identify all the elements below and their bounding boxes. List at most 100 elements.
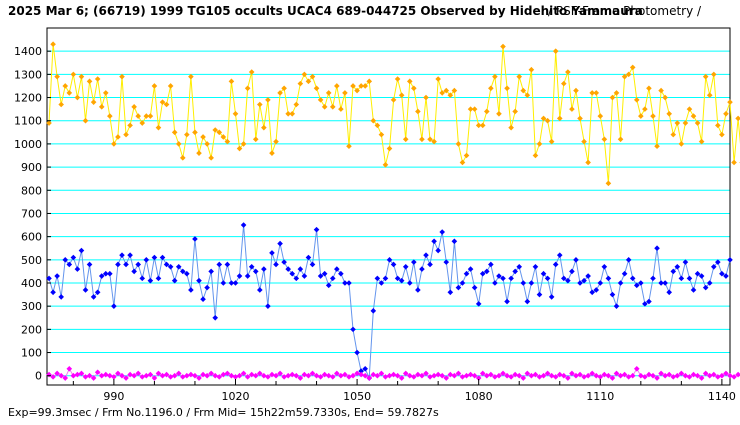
target-point: [455, 284, 462, 291]
target-point: [78, 247, 85, 254]
comparison-point: [427, 136, 433, 143]
background-point: [540, 372, 547, 379]
comparison-point: [715, 122, 721, 129]
x-tick-label: 1080: [465, 390, 493, 403]
target-point: [277, 240, 283, 247]
background-point: [98, 372, 105, 379]
comparison-point: [475, 122, 482, 129]
target-point: [706, 280, 713, 286]
target-point: [62, 257, 69, 263]
target-point: [508, 275, 514, 282]
background-point: [192, 372, 198, 379]
comparison-point: [147, 113, 154, 119]
target-point: [427, 261, 433, 268]
comparison-point: [492, 73, 498, 80]
target-point: [54, 273, 60, 279]
target-point: [317, 273, 324, 279]
background-point: [597, 374, 604, 380]
target-point: [358, 368, 364, 374]
background-point: [694, 372, 701, 379]
target-point: [431, 238, 437, 245]
comparison-point: [617, 136, 624, 143]
background-point: [159, 372, 166, 379]
background-point: [54, 370, 60, 377]
target-point: [350, 326, 356, 333]
comparison-point: [593, 90, 600, 96]
background-point: [666, 371, 672, 378]
target-point: [524, 298, 531, 305]
target-point: [346, 280, 352, 286]
background-point: [617, 372, 624, 379]
target-point: [252, 268, 259, 275]
comparison-point: [240, 141, 247, 147]
background-point: [370, 371, 377, 378]
background-point: [500, 370, 506, 377]
background-point: [244, 374, 251, 380]
target-point: [715, 259, 721, 265]
target-point: [309, 261, 316, 268]
target-point: [483, 268, 490, 275]
background-point: [350, 372, 356, 379]
comparison-point: [184, 131, 190, 138]
comparison-point: [342, 90, 348, 96]
comparison-point: [443, 87, 450, 94]
target-point: [257, 287, 263, 293]
target-point: [581, 277, 587, 284]
background-point: [548, 372, 555, 379]
background-point: [492, 374, 498, 380]
comparison-point: [540, 115, 547, 122]
background-point: [394, 372, 401, 379]
comparison-point: [642, 106, 648, 112]
background-point: [512, 371, 518, 378]
background-point: [431, 372, 437, 379]
comparison-point: [532, 152, 539, 159]
comparison-point: [629, 64, 636, 71]
target-point: [107, 270, 113, 277]
comparison-point: [62, 83, 69, 89]
target-point: [516, 263, 523, 270]
background-point: [488, 371, 494, 378]
background-point: [232, 374, 239, 380]
target-point: [569, 268, 575, 275]
target-point: [488, 261, 494, 268]
comparison-point: [192, 129, 198, 136]
target-point: [374, 275, 381, 282]
target-point: [423, 252, 429, 258]
comparison-line: [48, 44, 740, 184]
background-point: [516, 372, 523, 379]
background-point: [70, 372, 77, 379]
comparison-point: [411, 85, 417, 92]
exposure-footer: Exp=99.3msec / Frm No.1196.0 / Frm Mid= …: [8, 406, 439, 419]
background-point: [285, 372, 291, 379]
comparison-point: [46, 120, 52, 126]
target-point: [540, 270, 547, 277]
background-point: [731, 374, 737, 380]
background-point: [585, 372, 591, 379]
target-point: [175, 263, 182, 270]
y-tick-label: 800: [21, 184, 42, 197]
target-point: [439, 229, 446, 235]
comparison-point: [589, 90, 595, 96]
target-point: [208, 268, 214, 275]
background-point: [702, 370, 709, 377]
comparison-point: [735, 115, 740, 122]
target-point: [354, 349, 360, 356]
comparison-point: [654, 143, 660, 150]
comparison-point: [188, 73, 194, 80]
comparison-point: [289, 110, 296, 117]
background-point: [646, 371, 652, 378]
target-point: [192, 236, 198, 242]
comparison-point: [252, 136, 259, 143]
target-point: [98, 273, 105, 279]
comparison-point: [386, 145, 393, 152]
background-point: [127, 371, 133, 378]
target-point: [601, 263, 608, 270]
comparison-point: [459, 159, 466, 166]
target-point: [398, 277, 405, 284]
comparison-point: [74, 94, 81, 101]
background-point: [309, 370, 316, 377]
comparison-point: [512, 108, 518, 115]
comparison-point: [698, 138, 705, 145]
background-point: [528, 372, 535, 379]
comparison-point: [585, 159, 591, 166]
